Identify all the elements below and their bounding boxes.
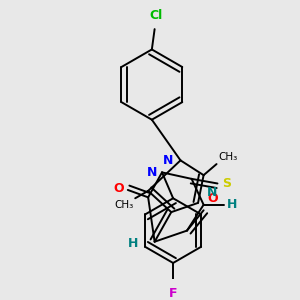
Text: O: O <box>113 182 124 195</box>
Text: F: F <box>169 287 177 300</box>
Text: H: H <box>128 237 138 250</box>
Text: S: S <box>222 177 231 190</box>
Text: N: N <box>147 166 158 179</box>
Text: Cl: Cl <box>149 9 162 22</box>
Text: N: N <box>163 154 173 167</box>
Text: O: O <box>207 192 218 205</box>
Text: N: N <box>207 186 218 199</box>
Text: CH₃: CH₃ <box>218 152 238 162</box>
Text: H: H <box>227 198 237 211</box>
Text: CH₃: CH₃ <box>114 200 134 210</box>
